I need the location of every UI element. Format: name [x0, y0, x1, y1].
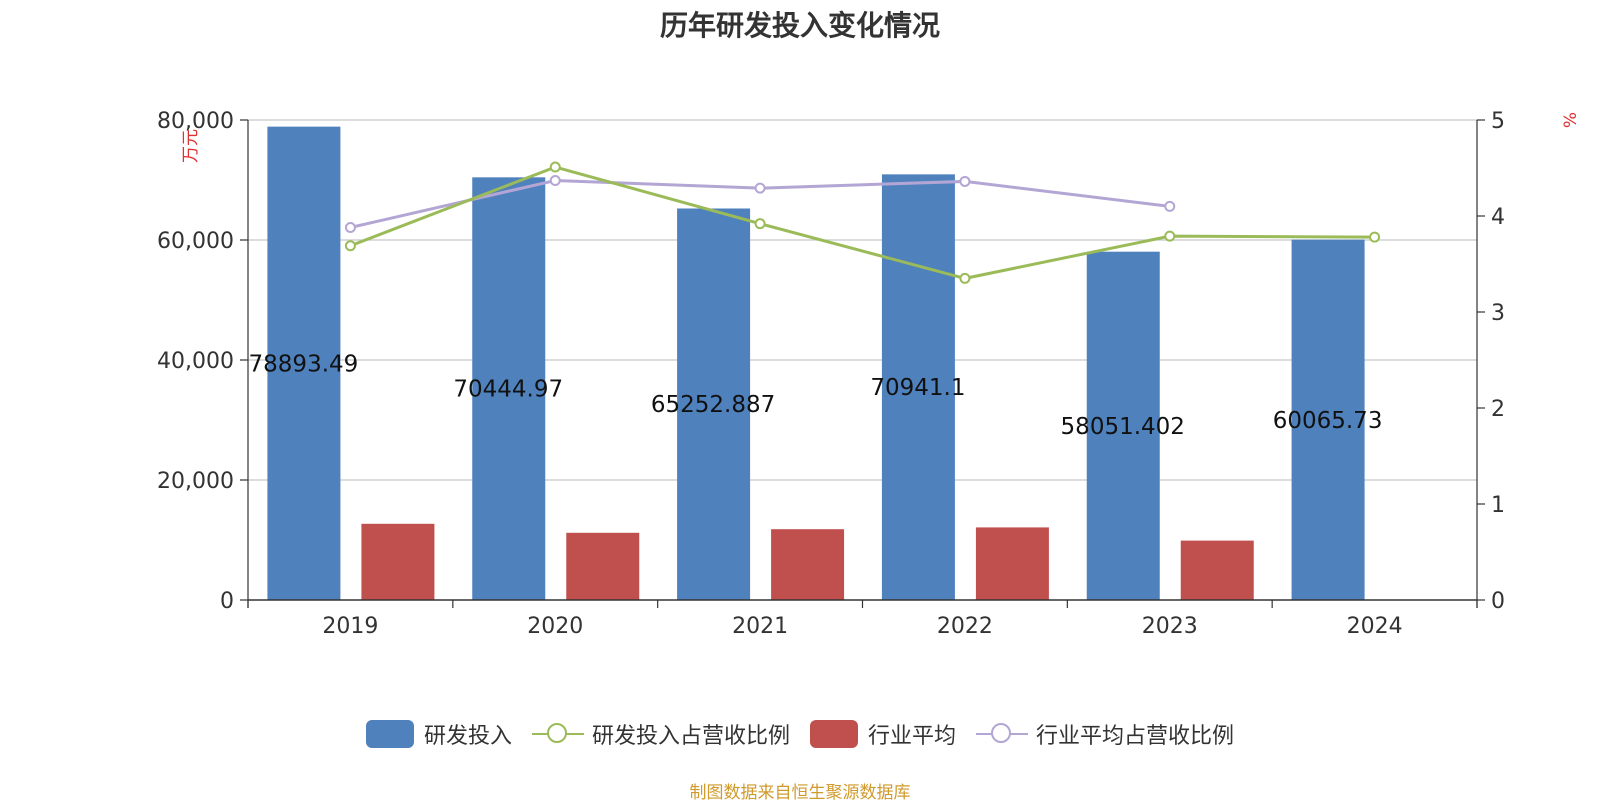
industry-ratio-point — [1164, 200, 1176, 212]
rd-bar — [1086, 251, 1160, 600]
rd-ratio-point — [1164, 230, 1176, 242]
rd-value-label: 58051.402 — [1061, 414, 1185, 440]
rd-ratio-point — [549, 161, 561, 173]
source-note: 制图数据来自恒生聚源数据库 — [689, 783, 911, 803]
rd-ratio-point — [1369, 231, 1381, 243]
rd-value-label: 65252.887 — [651, 392, 775, 418]
industry-bar — [361, 523, 435, 600]
industry-ratio-point — [959, 175, 971, 187]
rd-bar — [472, 177, 546, 600]
rd-value-label: 70444.97 — [453, 377, 563, 403]
legend-item-rd[interactable]: 研发投入 — [365, 718, 512, 750]
left-tick-label: 80,000 — [157, 109, 234, 134]
data-labels: 78893.49 70444.97 65252.887 70941.1 58051.40… — [249, 351, 1383, 440]
chart-title: 历年研发投入变化情况 — [659, 9, 940, 42]
legend-item-rd-ratio[interactable]: 研发投入占营收比例 — [531, 718, 790, 750]
x-tick-label: 2020 — [527, 614, 583, 639]
industry-ratio-point — [344, 222, 356, 234]
right-tick-label: 5 — [1491, 109, 1505, 134]
right-tick-label: 3 — [1491, 301, 1505, 326]
industry-bars — [361, 523, 1254, 600]
right-tick-label: 4 — [1491, 205, 1505, 230]
legend-label-rd-ratio: 研发投入占营收比例 — [591, 724, 790, 749]
legend-swatch-rd-ratio — [531, 720, 584, 748]
rd-bar — [677, 208, 751, 601]
rd-ratio-point — [344, 240, 356, 252]
industry-bar — [771, 529, 845, 600]
rd-value-label: 70941.1 — [870, 375, 965, 401]
axes: 0 20,000 40,000 60,000 80,000 0 1 2 3 4 5 万元% 2019 20… — [157, 109, 1581, 639]
x-tick-label: 2021 — [732, 614, 788, 639]
x-tick-label: 2022 — [937, 614, 993, 639]
left-tick-label: 20,000 — [157, 469, 234, 494]
rd-bars — [267, 126, 1365, 601]
rd-ratio-point — [754, 218, 766, 230]
rd-value-label: 60065.73 — [1273, 408, 1383, 434]
right-tick-label: 0 — [1491, 589, 1505, 614]
industry-bar — [975, 527, 1049, 600]
legend-label-industry-ratio: 行业平均占营收比例 — [1036, 724, 1235, 749]
gridlines — [248, 119, 1477, 481]
x-tick-label: 2024 — [1347, 614, 1403, 639]
industry-bar — [1180, 540, 1254, 600]
rd-ratio-line — [349, 165, 1375, 280]
rd-bar — [881, 174, 955, 600]
left-axis-unit: 万元 — [181, 129, 201, 163]
rd-bar — [267, 126, 341, 600]
rd-value-label: 78893.49 — [249, 351, 359, 377]
legend-label-rd: 研发投入 — [423, 724, 512, 749]
rd-ratio-point — [959, 272, 971, 284]
legend-item-industry[interactable]: 行业平均 — [810, 718, 956, 750]
legend: 研发投入 研发投入占营收比例 行业平均 行业平均占营收比例 — [0, 718, 1600, 750]
legend-swatch-industry-ratio — [976, 720, 1029, 748]
x-tick-label: 2019 — [322, 614, 378, 639]
rd-bar — [1291, 239, 1365, 600]
legend-swatch-industry — [810, 720, 858, 748]
industry-bar — [566, 532, 640, 600]
x-tick-label: 2023 — [1142, 614, 1198, 639]
left-tick-label: 0 — [220, 589, 234, 614]
left-tick-label: 40,000 — [157, 349, 234, 374]
industry-ratio-point — [754, 182, 766, 194]
right-axis-unit: % — [1561, 112, 1581, 128]
right-tick-label: 2 — [1491, 397, 1505, 422]
ratio-lines — [344, 161, 1381, 284]
legend-item-industry-ratio[interactable]: 行业平均占营收比例 — [976, 718, 1234, 750]
industry-ratio-point — [549, 174, 561, 186]
left-tick-label: 60,000 — [157, 229, 234, 254]
legend-label-industry: 行业平均 — [868, 724, 957, 749]
right-tick-label: 1 — [1491, 493, 1505, 518]
legend-swatch-rd — [365, 720, 414, 748]
